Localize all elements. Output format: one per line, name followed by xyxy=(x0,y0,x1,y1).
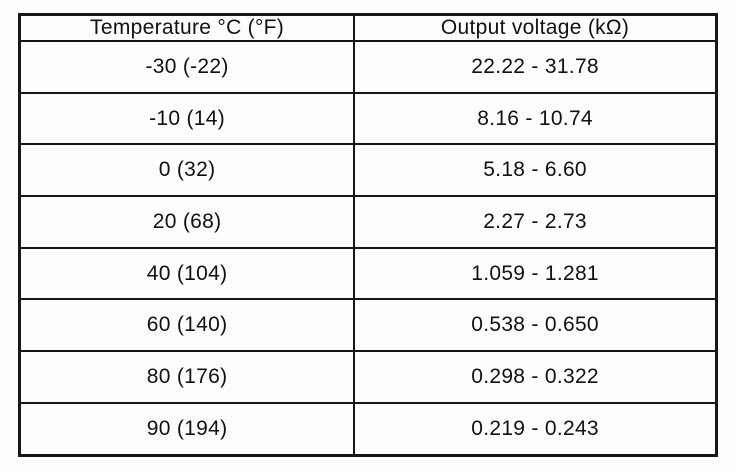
voltage-cell: 5.18 - 6.60 xyxy=(353,143,718,198)
temperature-cell: 40 (104) xyxy=(18,246,356,301)
voltage-cell: 0.538 - 0.650 xyxy=(353,298,718,353)
voltage-cell: 1.059 - 1.281 xyxy=(353,246,718,301)
temperature-cell: 20 (68) xyxy=(18,195,356,249)
temperature-cell: 0 (32) xyxy=(18,143,356,198)
table-row: 60 (140) 0.538 - 0.650 xyxy=(18,298,718,353)
table-row: 40 (104) 1.059 - 1.281 xyxy=(18,246,718,301)
table-row: 0 (32) 5.18 - 6.60 xyxy=(18,143,718,198)
temperature-cell: -10 (14) xyxy=(18,91,356,146)
table-row: 20 (68) 2.27 - 2.73 xyxy=(18,195,718,249)
table-row: -30 (-22) 22.22 - 31.78 xyxy=(18,40,718,94)
column-header-temperature: Temperature °C (°F) xyxy=(18,13,356,42)
temperature-cell: -30 (-22) xyxy=(18,40,356,94)
temperature-cell: 60 (140) xyxy=(18,298,356,353)
temperature-cell: 90 (194) xyxy=(18,401,356,457)
voltage-cell: 2.27 - 2.73 xyxy=(353,195,718,249)
temperature-cell: 80 (176) xyxy=(18,350,356,404)
table-header-row: Temperature °C (°F) Output voltage (kΩ) xyxy=(18,13,718,42)
voltage-cell: 8.16 - 10.74 xyxy=(353,91,718,146)
table-row: -10 (14) 8.16 - 10.74 xyxy=(18,91,718,146)
voltage-cell: 0.298 - 0.322 xyxy=(353,350,718,404)
temperature-voltage-table: Temperature °C (°F) Output voltage (kΩ) … xyxy=(18,13,718,457)
voltage-cell: 0.219 - 0.243 xyxy=(353,401,718,457)
table-row: 90 (194) 0.219 - 0.243 xyxy=(18,401,718,457)
voltage-cell: 22.22 - 31.78 xyxy=(353,40,718,94)
table-row: 80 (176) 0.298 - 0.322 xyxy=(18,350,718,404)
column-header-output-voltage: Output voltage (kΩ) xyxy=(353,13,718,42)
